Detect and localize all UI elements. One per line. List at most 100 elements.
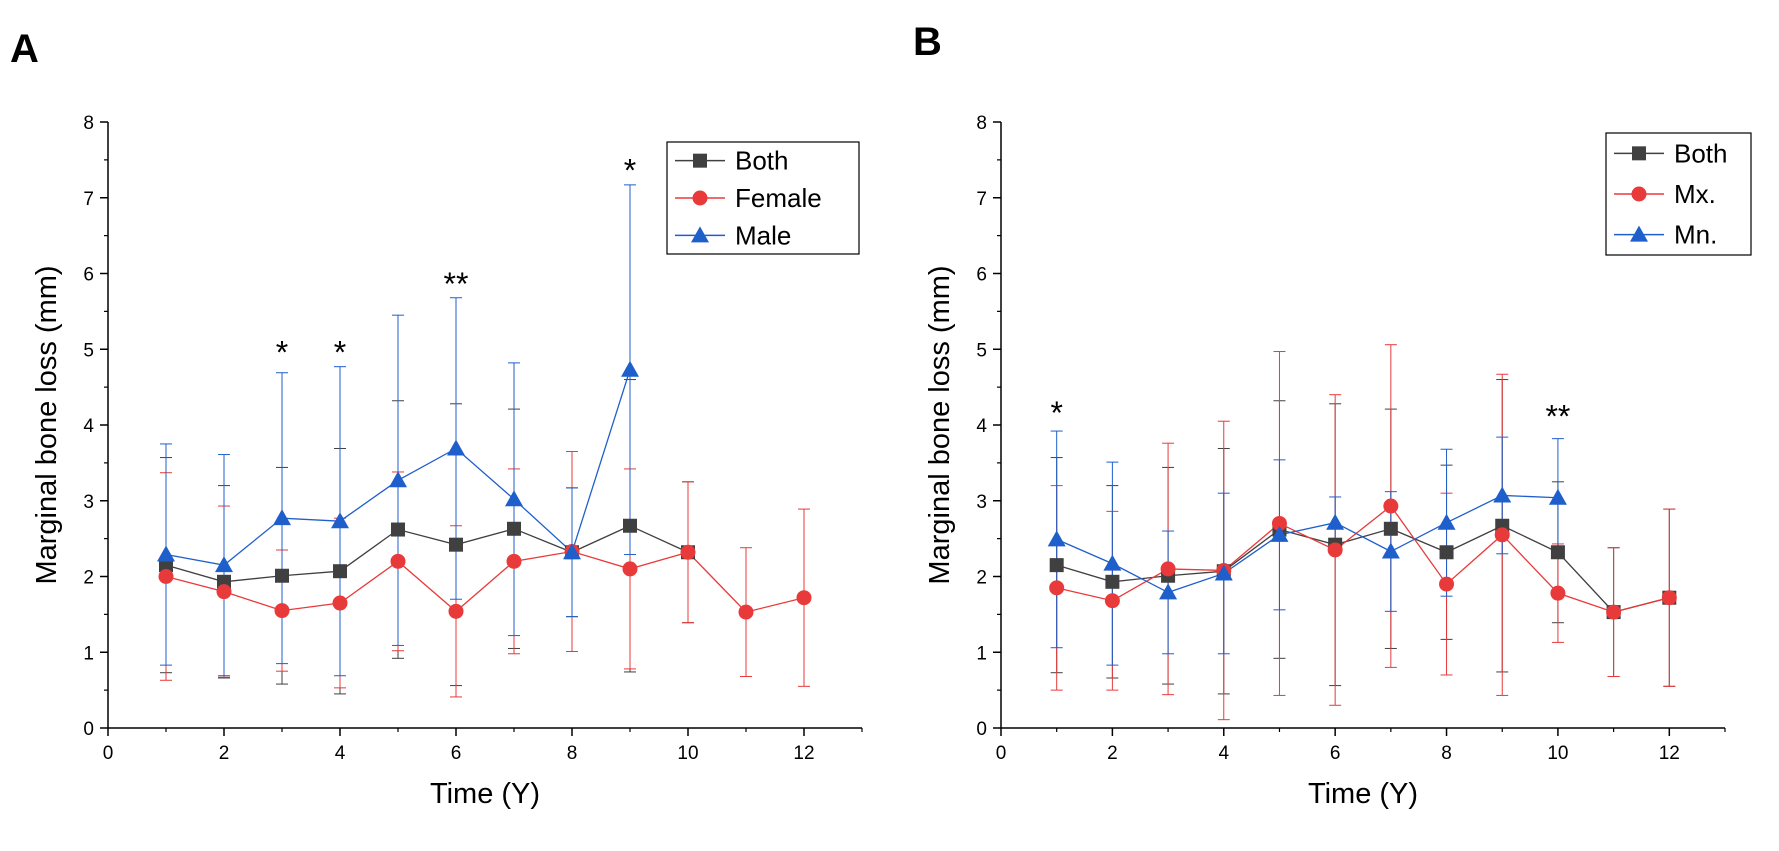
data-point — [1493, 486, 1512, 503]
data-point — [333, 564, 347, 579]
data-point — [1047, 530, 1066, 547]
x-tick-label: 2 — [1107, 743, 1118, 764]
y-axis-label: Marginal bone loss (mm) — [924, 265, 956, 584]
y-tick-label: 7 — [83, 189, 94, 210]
legend-marker — [1630, 225, 1648, 242]
y-tick-label: 1 — [976, 643, 987, 664]
x-tick-label: 6 — [451, 743, 462, 764]
data-point — [1103, 554, 1122, 571]
x-tick-label: 8 — [1441, 743, 1452, 764]
series-line — [1056, 494, 1558, 594]
data-point — [507, 521, 521, 536]
data-point — [506, 553, 522, 569]
x-tick-label: 12 — [793, 743, 814, 764]
data-point — [1439, 576, 1455, 592]
data-point — [1383, 521, 1398, 536]
data-point — [1381, 542, 1400, 559]
series-line — [165, 525, 689, 583]
x-axis-label: Time (Y) — [430, 778, 540, 810]
legend-label: Mn. — [1674, 220, 1717, 250]
data-point — [1105, 574, 1120, 589]
data-point — [1606, 604, 1622, 620]
data-point — [275, 568, 289, 583]
data-point — [1326, 513, 1345, 530]
data-point — [331, 512, 349, 529]
data-point — [621, 360, 639, 377]
significance-mark: * — [276, 334, 288, 370]
y-tick-label: 8 — [976, 113, 987, 134]
y-tick-label: 1 — [83, 643, 94, 664]
x-axis-label: Time (Y) — [1308, 778, 1418, 810]
data-point — [1049, 580, 1065, 596]
data-point — [1160, 561, 1176, 577]
data-point — [505, 490, 523, 507]
y-tick-label: 0 — [976, 719, 987, 740]
data-point — [332, 595, 348, 611]
data-point — [273, 509, 291, 526]
x-tick-label: 4 — [335, 743, 346, 764]
x-tick-label: 10 — [677, 743, 698, 764]
y-tick-label: 4 — [976, 416, 987, 437]
series-line — [1056, 505, 1670, 613]
data-point — [159, 558, 173, 573]
y-tick-label: 8 — [83, 113, 94, 134]
data-point — [1270, 525, 1289, 542]
data-point — [1550, 545, 1565, 560]
y-tick-label: 3 — [83, 492, 94, 513]
data-point — [1548, 488, 1567, 505]
significance-mark: * — [334, 334, 346, 370]
x-tick-label: 0 — [996, 743, 1007, 764]
data-point — [1327, 542, 1343, 558]
data-point — [738, 604, 754, 620]
data-point — [274, 603, 290, 619]
x-tick-label: 6 — [1330, 743, 1341, 764]
data-point — [447, 439, 465, 456]
y-axis-label: Marginal bone loss (mm) — [31, 265, 63, 584]
data-point — [1214, 564, 1233, 581]
x-tick-label: 0 — [103, 743, 114, 764]
data-point — [1550, 585, 1566, 601]
data-point — [1437, 513, 1456, 530]
x-tick-label: 8 — [567, 743, 578, 764]
y-tick-label: 4 — [83, 416, 94, 437]
data-point — [1439, 545, 1454, 560]
data-point — [448, 603, 464, 619]
legend-label: Mx. — [1674, 179, 1716, 209]
y-tick-label: 6 — [976, 265, 987, 286]
y-tick-label: 5 — [83, 340, 94, 361]
y-tick-label: 7 — [976, 189, 987, 210]
y-tick-label: 3 — [976, 492, 987, 513]
data-point — [563, 543, 581, 560]
data-point — [796, 590, 812, 606]
legend-marker — [1632, 146, 1646, 161]
data-point — [1494, 527, 1510, 543]
data-point — [1104, 593, 1120, 609]
panel-letter: B — [913, 20, 942, 64]
legend-label: Both — [735, 146, 789, 176]
data-point — [680, 544, 696, 560]
y-tick-label: 2 — [976, 568, 987, 589]
x-tick-label: 4 — [1218, 743, 1229, 764]
significance-mark: ** — [444, 266, 469, 302]
y-tick-label: 2 — [83, 568, 94, 589]
data-point — [1159, 583, 1178, 600]
data-point — [391, 522, 405, 537]
data-point — [158, 569, 174, 584]
x-tick-label: 2 — [219, 743, 230, 764]
legend-label: Female — [735, 183, 822, 213]
legend-label: Both — [1674, 138, 1728, 168]
legend-marker — [692, 190, 708, 206]
data-point — [1049, 558, 1064, 573]
data-point — [216, 584, 232, 600]
legend-label: Male — [735, 220, 791, 250]
x-tick-label: 10 — [1547, 743, 1568, 764]
y-tick-label: 6 — [83, 265, 94, 286]
data-point — [449, 537, 463, 552]
data-point — [623, 518, 637, 533]
legend-marker — [693, 153, 707, 168]
data-point — [1383, 498, 1399, 514]
data-point — [1271, 515, 1287, 531]
